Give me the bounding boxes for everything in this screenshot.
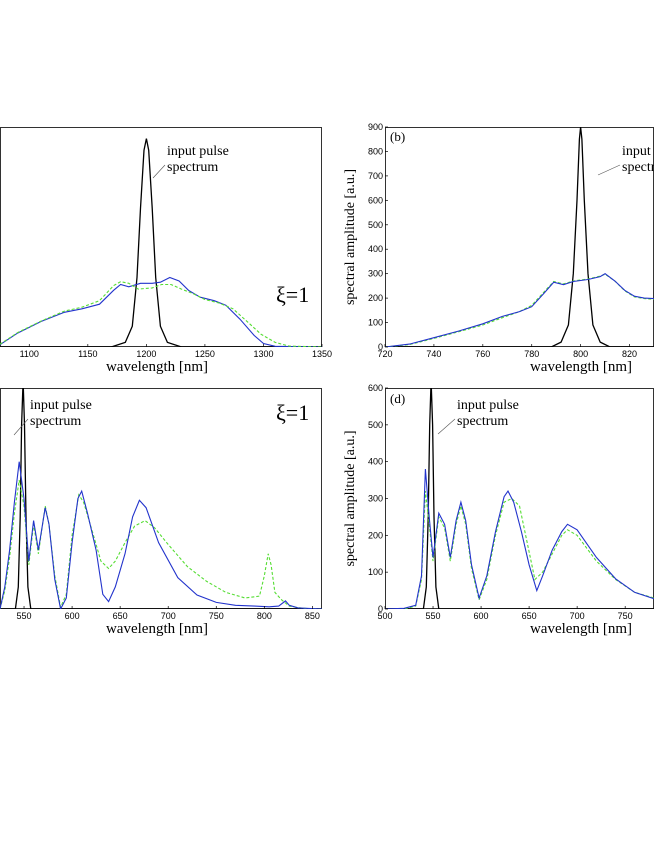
x-tick-label: 600 <box>65 611 80 621</box>
y-axis-label: spectral amplitude [a.u.] <box>343 430 358 566</box>
y-tick-label: 100 <box>368 567 383 577</box>
series-blue-line <box>0 276 322 347</box>
series-input-line <box>0 138 322 347</box>
annotation-leader-line <box>152 164 166 179</box>
x-tick-label: 780 <box>524 349 539 359</box>
series-green-line <box>385 491 654 609</box>
xi-label: ξ=1 <box>276 282 309 307</box>
x-tick-label: 750 <box>209 611 224 621</box>
panel-c: 550 600 650 700 750 800 850 wavelength [nm] inpu… <box>0 388 322 637</box>
x-tick-label: 700 <box>161 611 176 621</box>
x-axis-label: wavelength [nm] <box>106 621 208 637</box>
y-tick-label: 400 <box>368 457 383 467</box>
y-tick-label: 800 <box>368 146 383 156</box>
series-green-line <box>385 273 654 347</box>
x-tick-label: 550 <box>17 611 32 621</box>
series-blue-line <box>385 273 654 347</box>
x-tick-label: 1200 <box>136 349 156 359</box>
series-input-line <box>385 127 654 347</box>
x-tick-label: 700 <box>570 611 585 621</box>
y-tick-label: 700 <box>368 171 383 181</box>
x-axis-label: wavelength [nm] <box>530 621 632 637</box>
y-tick-label: 0 <box>378 604 383 614</box>
panel-label: (d) <box>390 391 405 406</box>
x-tick-label: 760 <box>475 349 490 359</box>
y-tick-label: 500 <box>368 220 383 230</box>
axes-frame <box>385 127 654 347</box>
panel-d: 500 550 600 650 700 750 0 100 200 300 400 500 600 wav… <box>343 383 654 637</box>
y-axis-label: spectral amplitude [a.u.] <box>343 169 358 305</box>
series-green-line <box>0 281 322 347</box>
x-tick-label: 1100 <box>20 349 39 359</box>
series-blue-line <box>385 468 654 609</box>
x-tick-label: 1250 <box>195 349 215 359</box>
x-tick-label: 1150 <box>78 349 97 359</box>
y-tick-label: 300 <box>368 494 383 504</box>
x-tick-label: 720 <box>377 349 392 359</box>
y-tick-label: 300 <box>368 269 383 279</box>
y-tick-label: 0 <box>378 342 383 352</box>
x-tick-label: 500 <box>377 611 392 621</box>
x-tick-label: 740 <box>426 349 441 359</box>
x-tick-label: 1300 <box>253 349 273 359</box>
panel-label: (b) <box>390 129 405 144</box>
y-tick-label: 200 <box>368 293 383 303</box>
y-tick-label: 500 <box>368 420 383 430</box>
axes-frame <box>0 127 322 347</box>
annotation-leader-line <box>13 418 29 436</box>
annotation-leader-line <box>437 418 456 435</box>
x-tick-label: 800 <box>257 611 272 621</box>
y-tick-label: 200 <box>368 530 383 540</box>
panel-b: 720 740 760 780 800 820 0 100 200 300 400 500 600 700… <box>343 122 654 375</box>
x-tick-label: 850 <box>305 611 320 621</box>
y-tick-label: 100 <box>368 318 383 328</box>
x-tick-label: 750 <box>618 611 633 621</box>
x-tick-label: 650 <box>522 611 537 621</box>
xi-label: ξ=1 <box>276 400 309 425</box>
x-tick-label: 550 <box>426 611 441 621</box>
x-tick-label: 800 <box>573 349 588 359</box>
y-tick-label: 900 <box>368 122 383 132</box>
y-tick-label: 600 <box>368 383 383 393</box>
x-tick-label: 820 <box>622 349 637 359</box>
x-tick-label: 600 <box>474 611 489 621</box>
annotation-leader-line <box>597 164 621 176</box>
x-tick-label: 1350 <box>312 349 332 359</box>
series-green-line <box>0 479 322 609</box>
y-tick-label: 400 <box>368 244 383 254</box>
y-tick-label: 600 <box>368 195 383 205</box>
x-axis-label: wavelength [nm] <box>106 359 208 375</box>
panel-a: 1100 1150 1200 1250 1300 1350 wavelength [nm] i… <box>0 127 332 375</box>
series-blue-line <box>0 461 322 609</box>
series-input-line <box>385 388 654 609</box>
series-input-line <box>0 388 322 609</box>
x-axis-label: wavelength [nm] <box>530 359 632 375</box>
x-tick-label: 650 <box>113 611 128 621</box>
